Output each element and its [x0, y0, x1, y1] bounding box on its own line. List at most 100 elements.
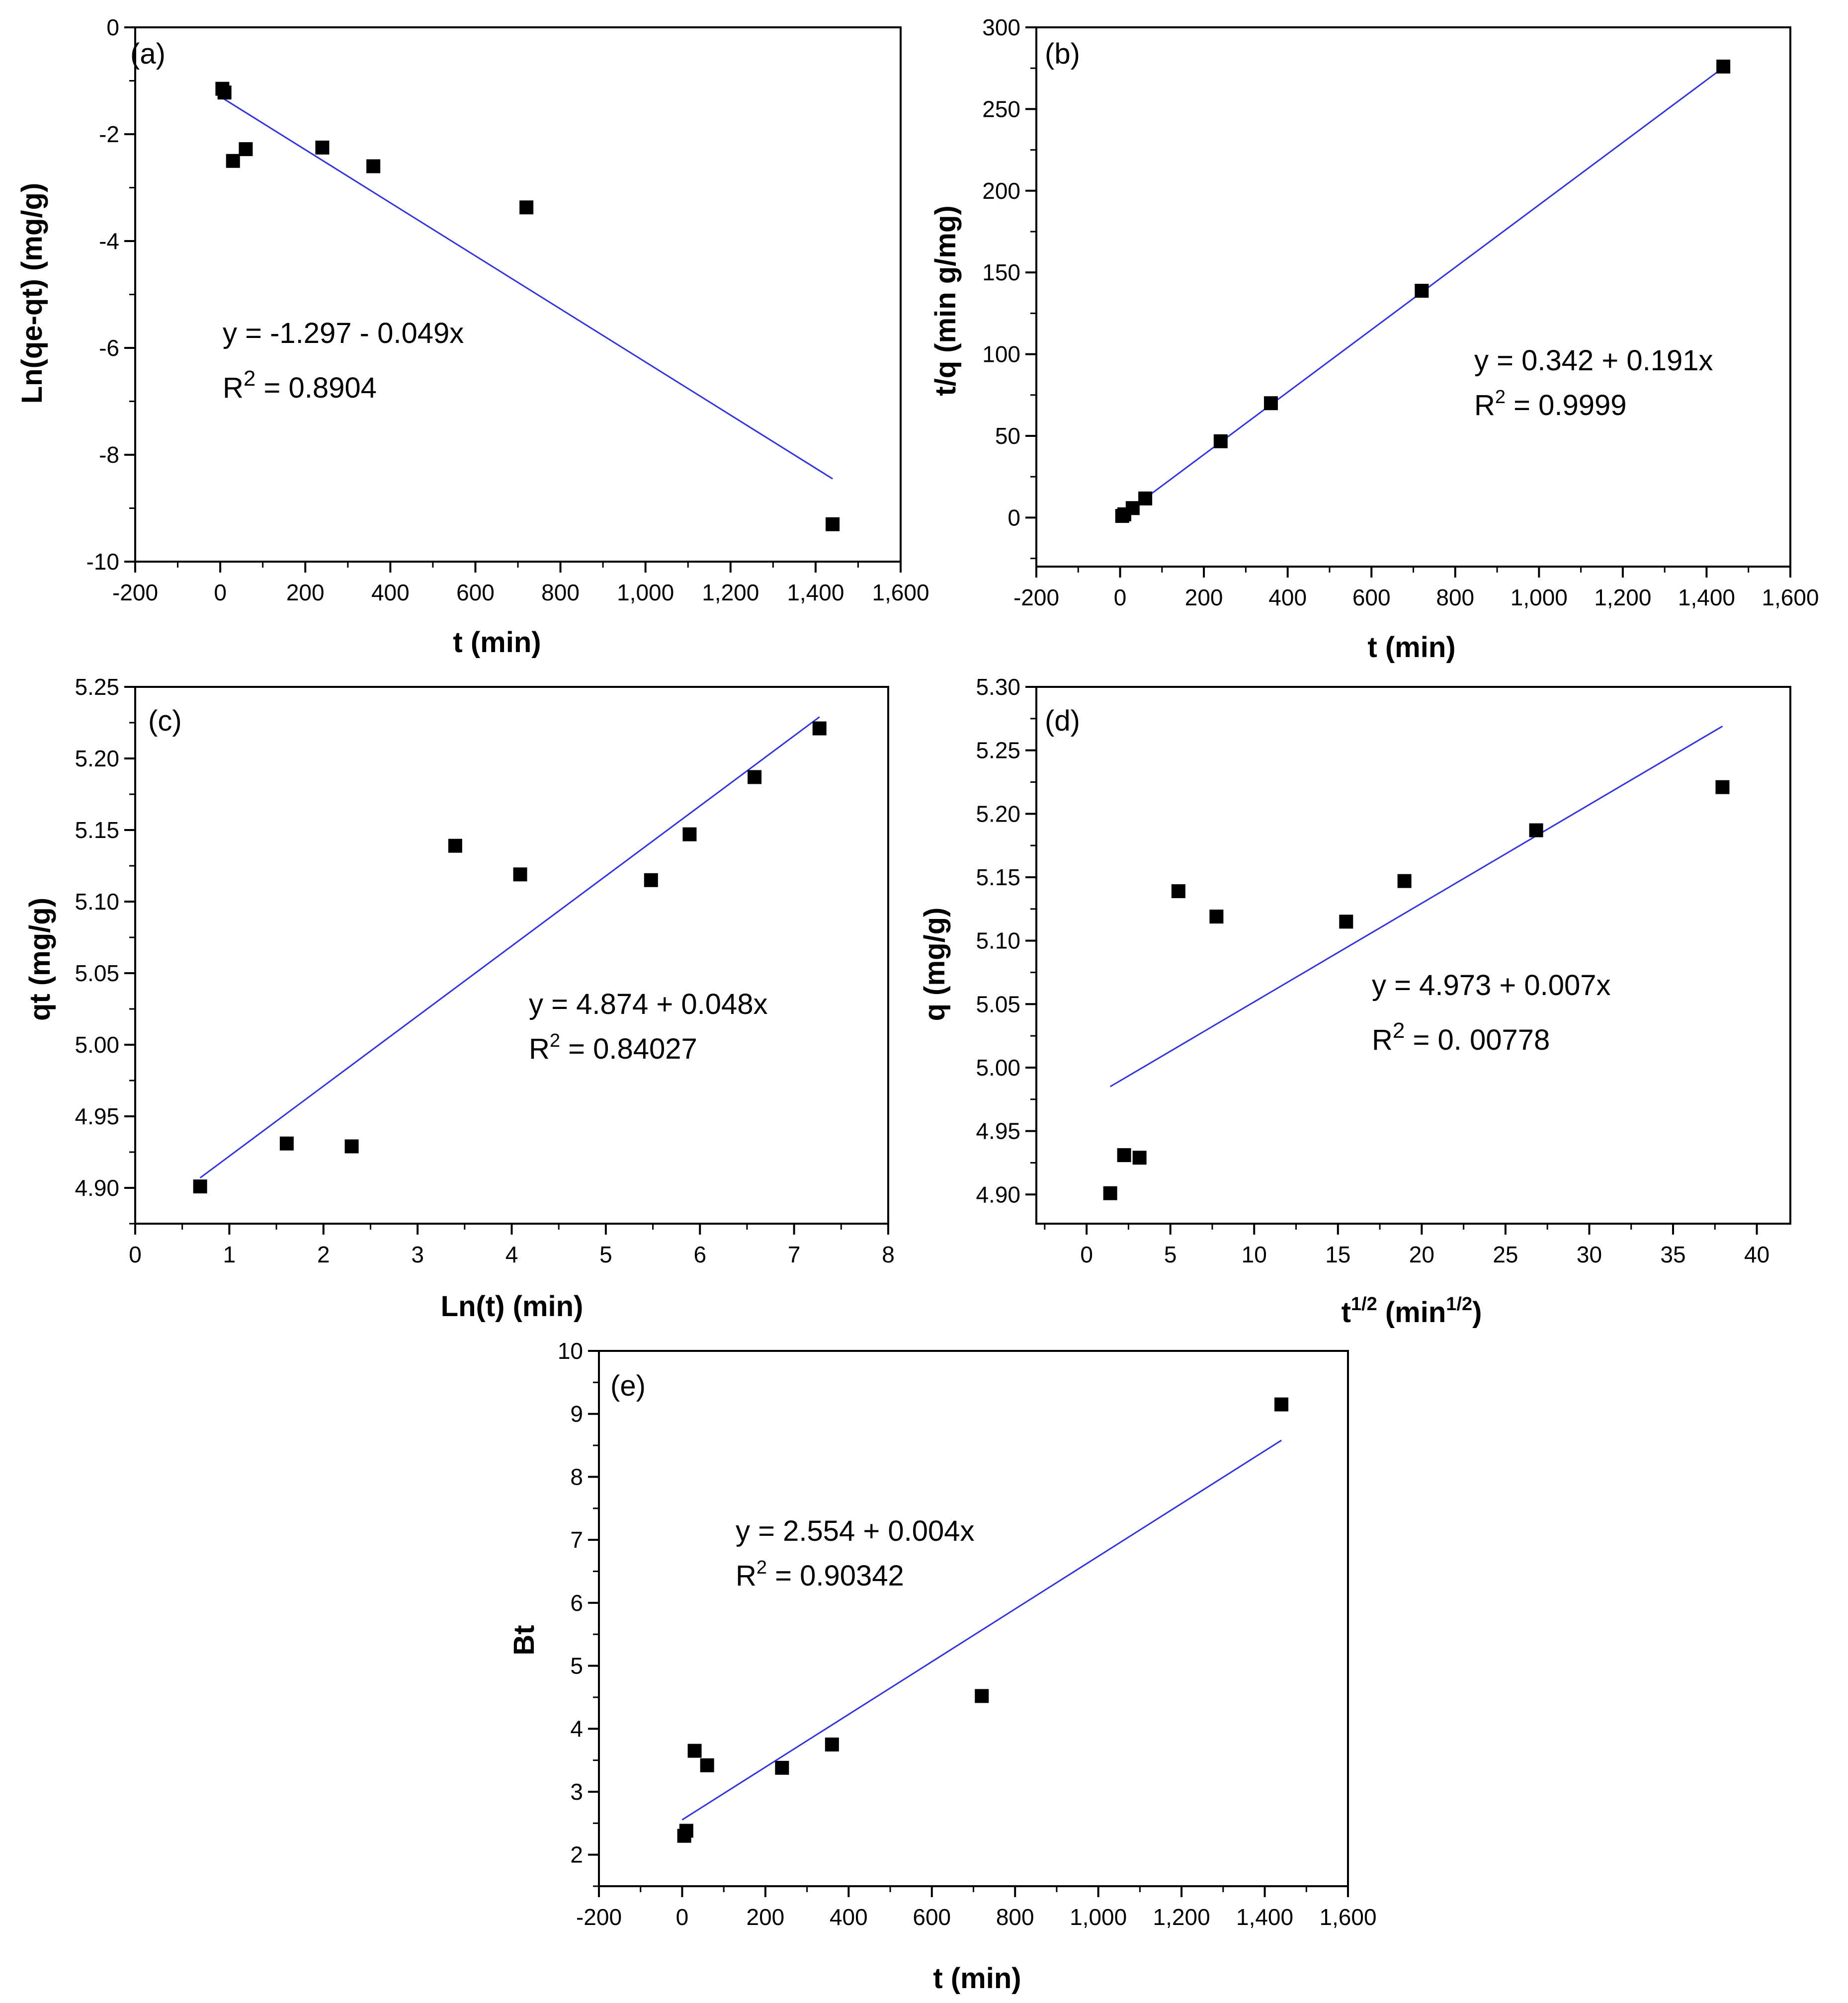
x-tick-label-d: 40 — [1744, 1242, 1769, 1267]
y-tick-label-c: 5.15 — [75, 817, 119, 843]
x-tick-label-e: -200 — [576, 1904, 622, 1930]
data-point-d — [1715, 780, 1730, 794]
y-tick-label-b: 50 — [995, 423, 1020, 449]
x-tick-label-a: -200 — [112, 580, 158, 605]
x-tick-label-e: 600 — [913, 1904, 951, 1930]
y-tick-label-a: -10 — [86, 549, 119, 575]
data-point-b — [1415, 284, 1429, 298]
r2-prefix-d: R — [1372, 1024, 1393, 1056]
x-tick-label-d: 5 — [1164, 1242, 1177, 1267]
data-point-d — [1132, 1151, 1147, 1165]
y-tick-label-b: 250 — [982, 96, 1020, 122]
r2-value-c: = 0.84027 — [560, 1033, 697, 1065]
data-point-e — [679, 1824, 693, 1838]
y-tick-label-a: 0 — [106, 14, 119, 40]
r2-value-b: = 0.9999 — [1506, 389, 1627, 421]
r-squared-d: R2 = 0. 00778 — [1372, 1018, 1550, 1056]
plot-frame-a — [134, 26, 902, 563]
fit-equation-d: y = 4.973 + 0.007x — [1372, 969, 1610, 1002]
x-tick-label-e: 800 — [996, 1904, 1034, 1930]
r2-prefix-c: R — [529, 1033, 550, 1065]
panel-e: -200 0 200 400 600 800 1,000 1,200 1,400 1,600 2 3 4… — [508, 1338, 1377, 1995]
x-tick-label-a: 400 — [371, 580, 410, 605]
y-tick-label-a: -8 — [99, 442, 119, 468]
x-tick-label-e: 400 — [830, 1904, 868, 1930]
x-tick-label-c: 7 — [788, 1242, 801, 1267]
data-point-d — [1117, 1148, 1131, 1163]
y-tick-label-d: 5.30 — [976, 674, 1020, 700]
x-tick-label-e: 1,400 — [1236, 1904, 1293, 1930]
x-tick-label-e: 1,600 — [1319, 1904, 1376, 1930]
data-point-a — [239, 142, 253, 157]
r-squared-e: R2 = 0.90342 — [736, 1557, 904, 1592]
plot-frame-c — [134, 686, 889, 1225]
y-tick-label-b: 150 — [982, 259, 1020, 285]
x-tick-label-b: 0 — [1114, 584, 1127, 610]
data-point-a — [519, 200, 534, 215]
plot-frame-d — [1035, 686, 1791, 1225]
x-axis-title-d-mid: (min — [1377, 1296, 1446, 1329]
x-tick-label-c: 8 — [882, 1242, 895, 1267]
r2-prefix-b: R — [1474, 389, 1495, 421]
plot-area-b: -200 0 200 400 600 800 1,000 1,200 1,400 1,600 0 50… — [982, 14, 1819, 610]
data-point-c — [344, 1139, 359, 1154]
r2-value-e: = 0.90342 — [767, 1560, 904, 1592]
y-tick-label-d: 5.15 — [976, 864, 1020, 890]
y-tick-label-d: 4.95 — [976, 1118, 1020, 1144]
y-tick-label-a: -2 — [99, 121, 119, 147]
data-point-e — [1274, 1397, 1289, 1412]
panel-c: 0 1 2 3 4 5 6 7 8 4.90 4.95 5.00 5.05 5.10 5.15 5.20 5.2… — [24, 674, 895, 1323]
r2-value-a: = 0.8904 — [255, 372, 377, 404]
r2-superscript-c: 2 — [550, 1030, 560, 1051]
x-tick-label-b: 1,200 — [1594, 584, 1651, 610]
y-tick-label-c: 5.05 — [75, 960, 119, 986]
y-tick-label-a: -4 — [99, 228, 119, 254]
fit-equation-c: y = 4.874 + 0.048x — [529, 988, 767, 1020]
data-point-a — [226, 154, 240, 168]
x-tick-label-e: 200 — [747, 1904, 785, 1930]
plot-area-c: 0 1 2 3 4 5 6 7 8 4.90 4.95 5.00 5.05 5.10 5.15 5.20 5.2… — [75, 674, 894, 1267]
r2-superscript-a: 2 — [244, 366, 255, 391]
y-tick-label-e: 10 — [558, 1338, 583, 1364]
data-point-e — [700, 1758, 714, 1772]
y-tick-label-b: 300 — [982, 14, 1020, 40]
data-point-b — [1125, 501, 1140, 515]
y-tick-label-a: -6 — [99, 335, 119, 361]
x-axis-title-d: t1/2 (min1/2) — [1342, 1294, 1482, 1329]
x-tick-label-b: -200 — [1013, 584, 1059, 610]
r2-superscript-d: 2 — [1393, 1018, 1405, 1043]
r2-superscript-e: 2 — [756, 1557, 767, 1578]
y-tick-label-d: 5.20 — [976, 801, 1020, 827]
data-point-c — [812, 721, 827, 736]
data-point-b — [1138, 491, 1153, 505]
x-tick-label-d: 0 — [1080, 1242, 1093, 1267]
x-tick-label-b: 1,000 — [1511, 584, 1568, 610]
y-tick-label-e: 8 — [570, 1464, 583, 1490]
data-point-d — [1103, 1186, 1117, 1200]
x-tick-label-d: 15 — [1325, 1242, 1350, 1267]
plot-frame-e — [598, 1350, 1349, 1887]
y-tick-label-e: 3 — [570, 1779, 583, 1805]
y-tick-label-c: 5.00 — [75, 1032, 119, 1058]
plot-area-a: -200 0 200 400 600 800 1,000 1,200 1,400 1,600 -10… — [86, 14, 929, 605]
data-point-d — [1209, 910, 1224, 924]
panel-label-b: (b) — [1045, 38, 1080, 70]
y-tick-label-e: 5 — [570, 1653, 583, 1679]
y-tick-label-d: 5.25 — [976, 738, 1020, 763]
x-axis-title-a: t (min) — [453, 626, 541, 659]
y-tick-label-d: 4.90 — [976, 1181, 1020, 1207]
data-point-d — [1397, 874, 1412, 888]
data-point-d — [1171, 884, 1185, 899]
x-tick-label-c: 4 — [505, 1242, 518, 1267]
panel-label-d: (d) — [1045, 705, 1080, 737]
fit-line-c — [199, 716, 820, 1179]
data-point-e — [687, 1744, 702, 1758]
y-tick-label-c: 4.95 — [75, 1103, 119, 1129]
x-axis-title-b: t (min) — [1367, 631, 1455, 664]
x-tick-label-b: 200 — [1185, 584, 1223, 610]
panel-label-a: (a) — [130, 38, 166, 70]
data-point-e — [775, 1760, 789, 1775]
fit-equation-b: y = 0.342 + 0.191x — [1474, 344, 1713, 377]
data-point-b — [1716, 59, 1731, 74]
